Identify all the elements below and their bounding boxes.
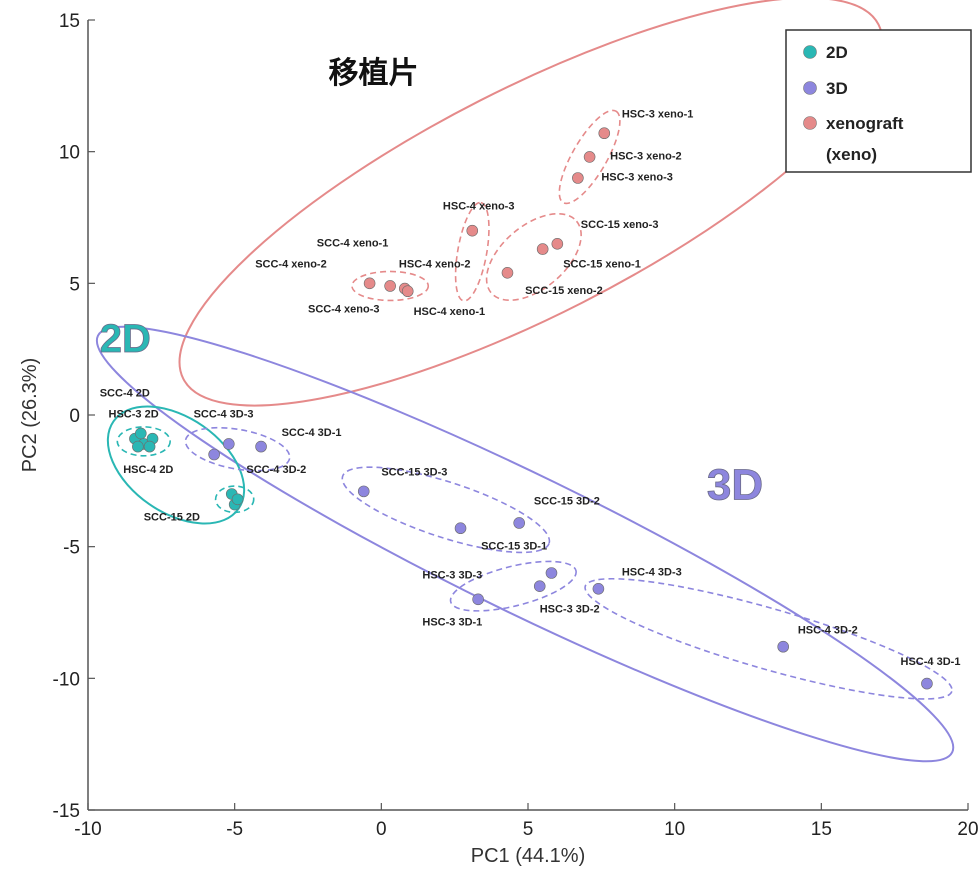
data-point-xenograft	[598, 127, 611, 140]
data-point-xenograft	[551, 238, 564, 250]
x-tick-label: 5	[523, 819, 534, 840]
subgroup-ellipse	[449, 560, 577, 612]
subgroup-ellipse	[351, 270, 430, 302]
legend-label-3d: 3D	[826, 79, 848, 98]
data-point-xenograft	[536, 243, 549, 255]
point-annotation: SCC-4 3D-2	[246, 464, 306, 476]
point-labels: HSC-3 xeno-1 HSC-3 xeno-2 HSC-3 xeno-3 HSC-…	[100, 108, 961, 668]
data-point-3d	[454, 522, 467, 535]
cluster-ellipses	[95, 0, 955, 763]
y-tick-label: 15	[59, 11, 80, 32]
subgroup-ellipse	[584, 577, 953, 700]
group-label: 3D	[707, 460, 763, 509]
point-annotation: HSC-4 3D-2	[798, 625, 858, 637]
legend-marker-2d	[803, 45, 817, 59]
point-annotation: SCC-4 xeno-2	[255, 259, 327, 271]
point-annotation: SCC-4 xeno-3	[308, 303, 380, 315]
y-axis-title: PC2 (26.3%)	[19, 358, 41, 473]
x-tick-label: 15	[811, 819, 832, 840]
point-annotation: HSC-3 xeno-1	[622, 108, 694, 120]
data-point-3d	[357, 485, 370, 498]
subgroup-ellipse	[341, 466, 551, 554]
data-point-3d	[921, 677, 933, 690]
data-point-xenograft	[401, 285, 414, 298]
data-point-xenograft	[384, 280, 396, 292]
data-point-2d	[132, 440, 144, 453]
subgroup-ellipse	[184, 426, 291, 472]
x-axis-title: PC1 (44.1%)	[471, 845, 586, 867]
data-point-2d	[135, 427, 147, 440]
point-annotation: HSC-3 2D	[109, 409, 159, 421]
point-annotation: HSC-3 3D-1	[422, 617, 482, 629]
data-point-3d	[777, 640, 790, 653]
x-tick-label: -10	[74, 819, 101, 840]
data-point-3d	[592, 582, 605, 595]
point-annotation: SCC-15 xeno-2	[525, 285, 603, 297]
point-annotation: SCC-15 xeno-3	[581, 219, 659, 231]
point-annotation: SCC-15 3D-2	[534, 496, 600, 508]
data-points	[129, 127, 933, 690]
legend: 2D 3D xenograft (xeno)	[785, 29, 972, 173]
group-label: 移植片	[329, 57, 419, 90]
subgroup-ellipse	[485, 212, 582, 302]
y-tick-label: -10	[53, 669, 80, 690]
point-annotation: SCC-15 2D	[144, 511, 200, 523]
point-annotation: HSC-3 3D-3	[422, 569, 482, 581]
subgroup-ellipse	[558, 109, 621, 205]
data-point-3d	[223, 438, 235, 450]
legend-box	[785, 29, 972, 173]
x-tick-label: -5	[226, 819, 243, 840]
point-annotation: SCC-4 2D	[100, 388, 150, 400]
data-point-xenograft	[363, 277, 376, 290]
legend-label-2d: 2D	[826, 43, 848, 62]
data-point-2d	[143, 440, 156, 453]
point-annotation: SCC-4 xeno-1	[317, 237, 389, 249]
data-point-3d	[533, 580, 546, 592]
x-tick-label: 20	[957, 819, 978, 840]
point-annotation: HSC-4 xeno-2	[399, 259, 471, 271]
point-annotation: HSC-4 xeno-3	[443, 201, 515, 213]
data-point-xenograft	[501, 266, 514, 279]
group-ellipse	[178, 0, 884, 407]
subgroup-ellipse	[116, 426, 171, 457]
data-point-xenograft	[583, 151, 596, 163]
subgroup-ellipse	[214, 485, 255, 514]
point-annotation: SCC-15 3D-3	[381, 467, 447, 479]
data-point-xenograft	[466, 224, 479, 237]
x-tick-label: 0	[376, 819, 387, 840]
y-tick-label: 10	[59, 143, 80, 164]
point-annotation: HSC-3 xeno-3	[601, 172, 673, 184]
data-point-xenograft	[572, 172, 584, 184]
data-point-3d	[255, 440, 267, 453]
point-annotation: HSC-4 3D-3	[622, 567, 682, 579]
point-annotation: HSC-3 xeno-2	[610, 151, 682, 163]
legend-label-xeno: (xeno)	[826, 145, 877, 164]
data-point-3d	[513, 517, 526, 529]
point-annotation: HSC-4 3D-1	[901, 656, 961, 668]
x-tick-label: 10	[664, 819, 685, 840]
legend-marker-xenograft	[803, 116, 817, 130]
point-annotation: SCC-4 3D-3	[194, 409, 254, 421]
y-tick-label: -15	[53, 801, 80, 822]
point-annotation: HSC-4 2D	[123, 464, 173, 476]
data-point-3d	[472, 593, 484, 606]
y-tick-label: 5	[69, 274, 80, 295]
point-annotation: SCC-4 3D-1	[282, 427, 342, 439]
data-point-2d	[231, 493, 244, 506]
group-label: 2D	[100, 317, 151, 361]
group-labels: 移植片 2D 3D	[99, 57, 763, 509]
legend-label-xenograft: xenograft	[826, 114, 904, 133]
legend-marker-3d	[803, 81, 817, 95]
point-annotation: HSC-4 xeno-1	[414, 306, 486, 318]
point-annotation: HSC-3 3D-2	[540, 604, 600, 616]
y-tick-label: -5	[63, 538, 80, 559]
point-annotation: SCC-15 xeno-1	[563, 259, 641, 271]
data-point-3d	[545, 567, 558, 579]
y-tick-label: 0	[69, 406, 80, 427]
point-annotation: SCC-15 3D-1	[481, 540, 547, 552]
group-ellipse	[95, 325, 955, 763]
data-point-3d	[208, 448, 220, 461]
